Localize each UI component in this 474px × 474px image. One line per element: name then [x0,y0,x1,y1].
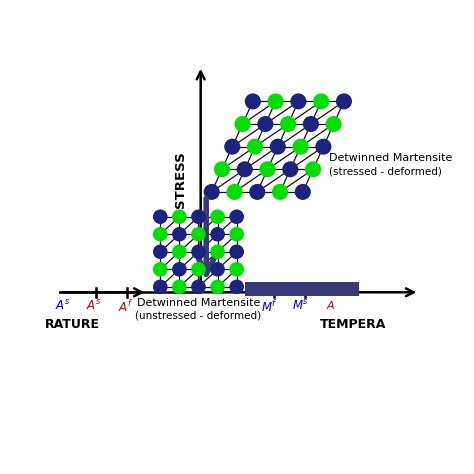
Circle shape [211,228,224,241]
Circle shape [192,263,205,276]
Circle shape [215,162,229,177]
Text: RATURE: RATURE [45,318,100,331]
Text: (stressed - deformed): (stressed - deformed) [329,166,442,176]
Text: $A^{s}$: $A^{s}$ [55,299,71,313]
Text: $M^{s}$: $M^{s}$ [292,299,310,313]
Circle shape [314,94,328,109]
Text: STRESS: STRESS [174,151,187,208]
Text: $A^{f}$: $A^{f}$ [118,299,133,315]
Text: Detwinned Martensite: Detwinned Martensite [137,298,260,308]
Circle shape [192,228,205,241]
Text: (unstressed - deformed): (unstressed - deformed) [136,310,262,320]
Circle shape [192,245,205,258]
Circle shape [248,139,263,154]
Circle shape [173,228,186,241]
Circle shape [192,210,205,223]
Circle shape [230,210,243,223]
Circle shape [154,263,167,276]
Circle shape [230,228,243,241]
Circle shape [211,210,224,223]
Circle shape [326,117,341,131]
Circle shape [211,245,224,258]
Circle shape [173,263,186,276]
Circle shape [337,94,351,109]
Circle shape [273,185,287,199]
Circle shape [271,139,285,154]
Circle shape [192,280,205,293]
Circle shape [295,185,310,199]
Circle shape [211,263,224,276]
Circle shape [291,94,306,109]
Circle shape [230,280,243,293]
Text: $M^{f}$: $M^{f}$ [261,299,278,315]
Circle shape [281,117,295,131]
Circle shape [154,210,167,223]
Circle shape [303,117,318,131]
Circle shape [225,139,240,154]
Circle shape [173,280,186,293]
Circle shape [246,94,260,109]
Circle shape [230,245,243,258]
Circle shape [283,162,298,177]
Circle shape [235,117,250,131]
Bar [245,282,359,296]
Text: $A$: $A$ [327,299,336,311]
Circle shape [260,162,275,177]
Circle shape [211,280,224,293]
Circle shape [268,94,283,109]
Text: $A^{s}$: $A^{s}$ [86,299,102,313]
Circle shape [237,162,252,177]
Circle shape [306,162,320,177]
Circle shape [316,139,331,154]
Circle shape [173,210,186,223]
Circle shape [250,185,264,199]
Circle shape [173,245,186,258]
Circle shape [258,117,273,131]
Text: Detwinned Martensite: Detwinned Martensite [329,153,453,163]
Circle shape [293,139,308,154]
Circle shape [204,185,219,199]
Circle shape [230,263,243,276]
Circle shape [154,228,167,241]
Circle shape [154,245,167,258]
Circle shape [154,280,167,293]
Text: TEMPERA: TEMPERA [320,318,386,331]
Circle shape [227,185,242,199]
